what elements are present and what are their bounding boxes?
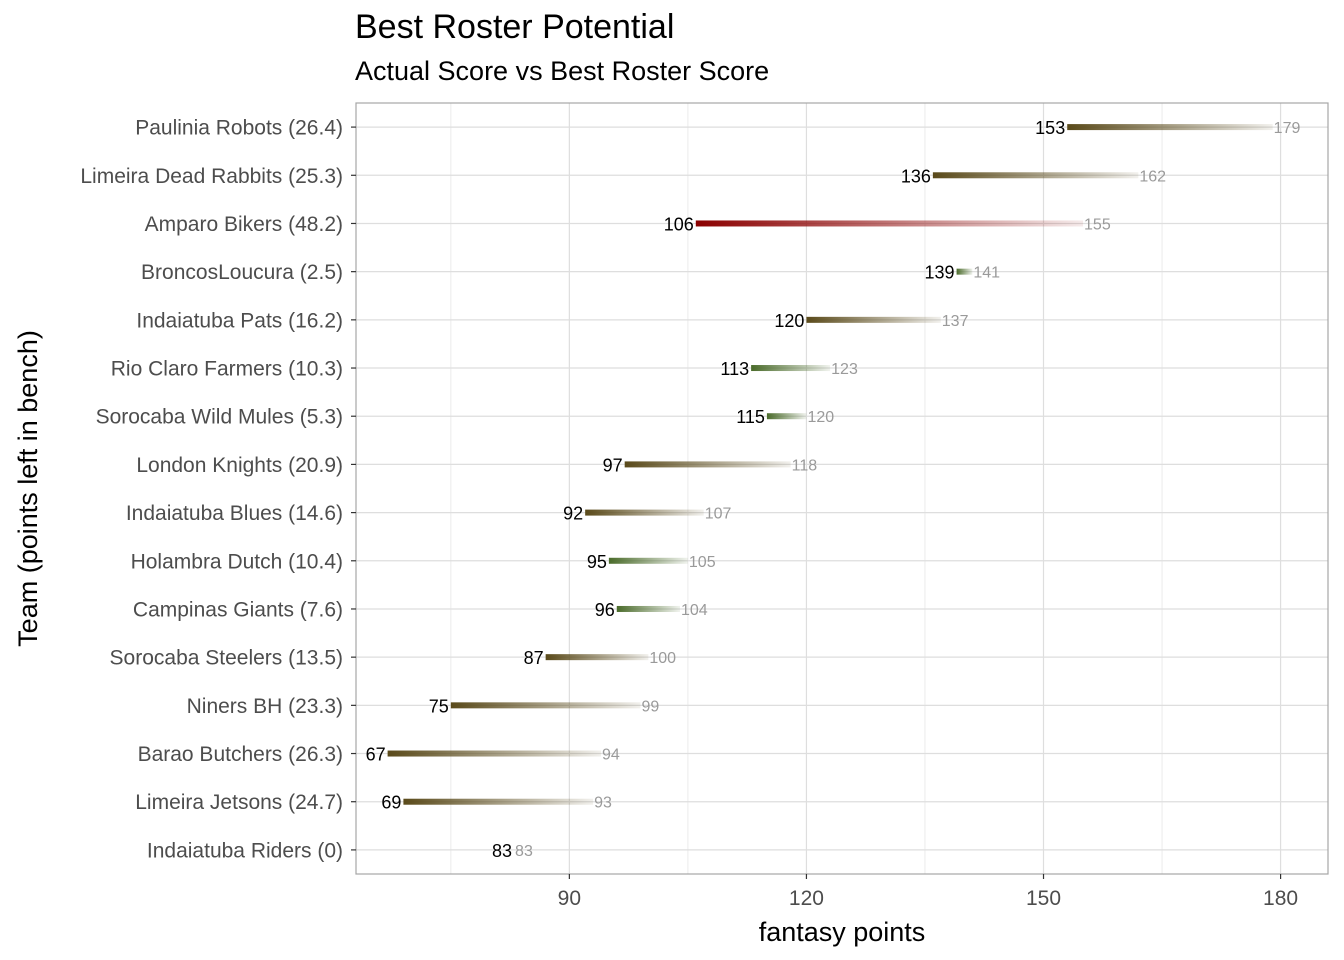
dumbbell-bar xyxy=(608,557,688,564)
actual-score-label: 120 xyxy=(774,311,804,331)
dumbbell-bar xyxy=(450,702,641,709)
actual-score-label: 96 xyxy=(595,600,615,620)
x-tick-label: 120 xyxy=(789,887,824,910)
x-axis-title: fantasy points xyxy=(759,917,926,947)
y-tick-label: Campinas Giants (7.6) xyxy=(133,598,343,621)
dumbbell-bar xyxy=(806,316,941,323)
y-tick-label: Barao Butchers (26.3) xyxy=(138,743,343,766)
best-score-label: 107 xyxy=(705,506,732,523)
actual-score-label: 153 xyxy=(1035,118,1065,138)
best-score-label: 162 xyxy=(1139,168,1166,185)
dumbbell-bar xyxy=(932,172,1139,179)
dumbbell-bar xyxy=(956,268,973,275)
actual-score-label: 113 xyxy=(720,359,749,379)
x-tick-label: 180 xyxy=(1263,887,1298,910)
y-tick-label: Rio Claro Farmers (10.3) xyxy=(111,358,343,381)
best-score-label: 179 xyxy=(1274,120,1301,137)
y-tick-label: Sorocaba Steelers (13.5) xyxy=(110,647,343,670)
best-score-label: 94 xyxy=(602,747,620,764)
best-score-label: 105 xyxy=(689,554,716,571)
dumbbell-bar xyxy=(695,220,1084,227)
dumbbell-bar xyxy=(585,509,704,516)
actual-score-label: 75 xyxy=(429,696,449,716)
dumbbell-bar xyxy=(766,413,807,420)
actual-score-label: 95 xyxy=(587,552,607,572)
y-tick-label: Paulinia Robots (26.4) xyxy=(135,117,343,140)
best-score-label: 99 xyxy=(641,698,659,715)
y-tick-label: Sorocaba Wild Mules (5.3) xyxy=(96,406,343,429)
actual-score-label: 97 xyxy=(603,455,623,475)
y-tick-label: London Knights (20.9) xyxy=(136,454,343,477)
y-tick-label: Niners BH (23.3) xyxy=(187,695,343,718)
y-tick-label: Indaiatuba Blues (14.6) xyxy=(126,502,343,525)
actual-score-label: 92 xyxy=(563,504,583,524)
dumbbell-bar xyxy=(545,654,649,661)
best-score-label: 118 xyxy=(792,457,818,474)
dumbbell-bar xyxy=(403,798,594,805)
y-tick-label: Indaiatuba Pats (16.2) xyxy=(136,309,343,332)
dumbbell-bar xyxy=(751,365,831,372)
best-score-label: 104 xyxy=(681,602,708,619)
best-score-label: 141 xyxy=(973,265,1000,282)
y-tick-label: BroncosLoucura (2.5) xyxy=(141,261,343,284)
best-score-label: 93 xyxy=(594,795,612,812)
chart-subtitle: Actual Score vs Best Roster Score xyxy=(355,56,770,86)
best-score-label: 155 xyxy=(1084,216,1111,233)
actual-score-label: 136 xyxy=(901,166,931,186)
plot-border xyxy=(355,102,1329,875)
best-score-label: 123 xyxy=(831,361,858,378)
chart-title: Best Roster Potential xyxy=(355,8,675,46)
actual-score-label: 83 xyxy=(492,841,512,861)
dumbbell-bar xyxy=(616,605,680,612)
actual-score-label: 106 xyxy=(664,214,694,234)
dumbbell-bar xyxy=(387,750,601,757)
y-axis-title: Team (points left in bench) xyxy=(13,330,43,647)
best-score-label: 120 xyxy=(807,409,834,426)
y-tick-label: Holambra Dutch (10.4) xyxy=(131,550,343,573)
actual-score-label: 115 xyxy=(736,407,765,427)
actual-score-label: 67 xyxy=(366,745,386,765)
best-score-label: 137 xyxy=(942,313,969,330)
plot-panel xyxy=(356,103,1328,874)
actual-score-label: 139 xyxy=(925,263,955,283)
best-score-label: 100 xyxy=(649,650,676,667)
y-tick-label: Amparo Bikers (48.2) xyxy=(145,213,343,236)
x-tick-label: 150 xyxy=(1026,887,1061,910)
best-score-label: 83 xyxy=(515,843,533,860)
y-tick-label: Limeira Jetsons (24.7) xyxy=(135,791,343,814)
dumbbell-bar xyxy=(1067,124,1273,131)
actual-score-label: 69 xyxy=(381,793,401,813)
y-tick-label: Indaiatuba Riders (0) xyxy=(147,839,343,862)
y-tick-label: Limeira Dead Rabbits (25.3) xyxy=(80,165,343,188)
actual-score-label: 87 xyxy=(524,648,544,668)
dumbbell-bar xyxy=(624,461,791,468)
x-tick-label: 90 xyxy=(558,887,581,910)
